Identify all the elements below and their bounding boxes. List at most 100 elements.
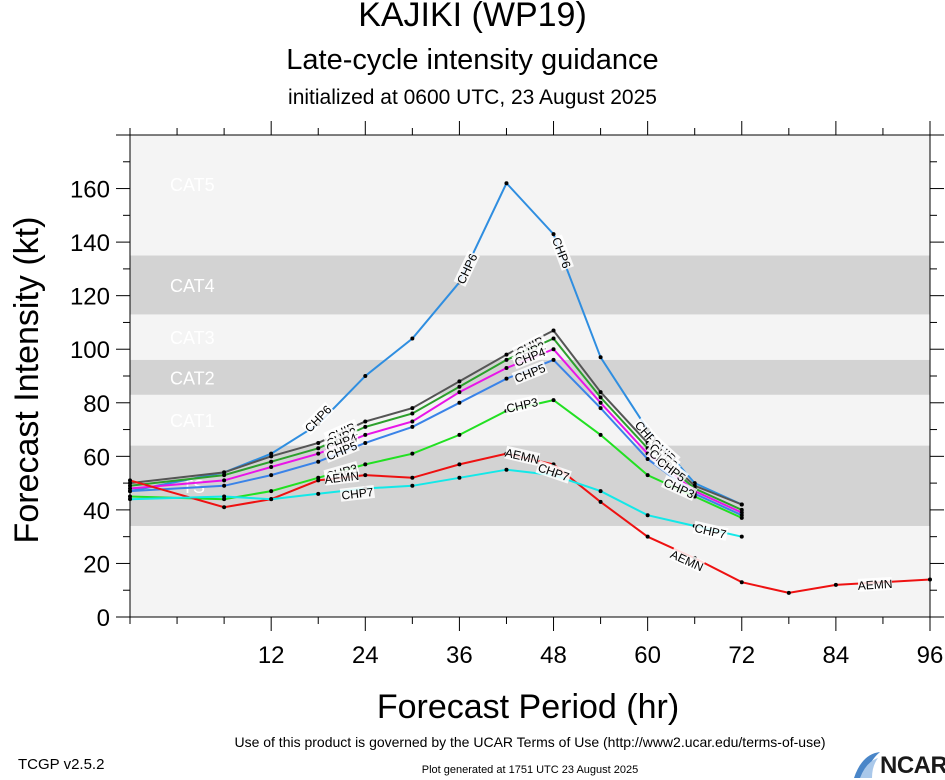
series-label-text-aemn: AEMN <box>324 469 360 487</box>
data-point-chp5 <box>316 459 321 464</box>
data-point-chp2 <box>410 411 415 416</box>
series-label-chp7: CHP7 <box>339 484 376 503</box>
data-point-chip <box>269 454 274 459</box>
data-point-chp6 <box>504 181 509 186</box>
y-tick-label: 160 <box>70 177 110 204</box>
data-point-chp7 <box>410 483 415 488</box>
data-point-chp3 <box>645 473 650 478</box>
y-tick-label: 20 <box>83 551 110 578</box>
data-point-chp5 <box>222 483 227 488</box>
data-point-chp7 <box>598 489 603 494</box>
data-point-chp3 <box>457 432 462 437</box>
version-label: TCGP v2.5.2 <box>18 756 105 773</box>
x-tick-label: 84 <box>823 642 850 669</box>
data-point-chp5 <box>645 457 650 462</box>
category-label-cat3: CAT3 <box>170 328 215 348</box>
data-point-chp2 <box>598 395 603 400</box>
y-tick-label: 140 <box>70 230 110 257</box>
data-point-chp3 <box>363 462 368 467</box>
data-point-chp6 <box>363 374 368 378</box>
y-axis-label: Forecast Intensity (kt) <box>8 217 46 544</box>
ncar-logo-mark-icon <box>854 752 880 778</box>
data-point-chp7 <box>739 534 744 539</box>
data-point-chp2 <box>222 473 227 478</box>
series-label-aemn: AEMN <box>324 469 360 487</box>
series-label-chp7: CHP7 <box>692 520 729 542</box>
data-point-aemn <box>739 580 744 585</box>
data-point-chp4 <box>410 419 415 424</box>
data-point-chp3 <box>739 515 744 520</box>
generated-timestamp: Plot generated at 1751 UTC 23 August 202… <box>421 764 639 776</box>
y-tick-label: 60 <box>83 444 110 471</box>
data-point-chp7 <box>645 513 650 518</box>
category-bands <box>130 135 930 617</box>
chart-subtitle: Late-cycle intensity guidance <box>286 44 659 76</box>
data-point-chp4 <box>598 400 603 405</box>
data-point-chp3 <box>551 398 556 403</box>
data-point-chp4 <box>363 432 368 437</box>
data-point-chp5 <box>551 357 556 362</box>
category-band-cat4 <box>130 255 930 315</box>
data-point-chp2 <box>504 357 509 362</box>
category-label-cat2: CAT2 <box>170 368 215 388</box>
data-point-chp2 <box>363 424 368 429</box>
terms-of-use: Use of this product is governed by the U… <box>234 734 826 750</box>
ncar-logo: NCAR <box>852 748 945 780</box>
category-label-cat4: CAT4 <box>170 276 215 296</box>
y-tick-label: 0 <box>97 605 110 632</box>
data-point-aemn <box>645 534 650 539</box>
series-layer: CHP6CHP6CHP6CHP6CHIPCHIPCHIPCHP2CHP2CHP2… <box>128 181 932 595</box>
data-point-aemn <box>222 505 227 510</box>
x-tick-label: 96 <box>917 642 944 669</box>
data-point-chp3 <box>598 432 603 437</box>
data-point-chp5 <box>269 473 274 478</box>
data-point-chip <box>551 328 556 333</box>
data-point-chip <box>739 502 744 507</box>
series-label-text-chp3: CHP3 <box>505 395 540 416</box>
ncar-logo-text: NCAR <box>880 752 945 779</box>
y-tick-label: 120 <box>70 284 110 311</box>
data-point-chp6 <box>410 336 415 341</box>
data-point-aemn <box>316 478 321 483</box>
y-tick-label: 80 <box>83 391 110 418</box>
x-tick-label: 48 <box>540 642 567 669</box>
data-point-chip <box>316 440 321 445</box>
series-label-text-aemn: AEMN <box>857 577 892 593</box>
category-label-cat1: CAT1 <box>170 411 215 431</box>
data-point-chp5 <box>504 376 509 381</box>
series-label-text-chp7: CHP7 <box>693 521 728 542</box>
data-point-chp7 <box>504 467 509 472</box>
axes: 12 24 36 48 60 72 84 96 0 20 40 60 80 100 120 140 160 For… <box>8 121 944 726</box>
data-point-chp7 <box>316 491 321 496</box>
data-point-chp6 <box>551 232 556 237</box>
data-point-chp5 <box>457 400 462 405</box>
data-point-chp2 <box>551 336 556 341</box>
category-label-cat5: CAT5 <box>170 175 215 195</box>
data-point-chp5 <box>363 440 368 445</box>
x-tick-label: 60 <box>634 642 661 669</box>
data-point-chp3 <box>410 451 415 456</box>
data-point-chp7 <box>269 497 274 502</box>
series-label-chp3: CHP3 <box>504 394 541 416</box>
data-point-aemn <box>457 462 462 467</box>
data-point-chip <box>410 406 415 411</box>
data-point-chp2 <box>269 459 274 464</box>
data-point-chp3 <box>269 489 274 494</box>
data-point-chp5 <box>598 406 603 411</box>
series-label-aemn: AEMN <box>857 577 892 593</box>
x-tick-label: 36 <box>446 642 473 669</box>
x-tick-label: 24 <box>352 642 379 669</box>
data-point-aemn <box>833 582 838 587</box>
data-point-chp4 <box>222 478 227 483</box>
data-point-chp2 <box>457 384 462 389</box>
data-point-chp4 <box>269 465 274 470</box>
data-point-aemn <box>786 590 791 595</box>
data-point-chp7 <box>457 475 462 480</box>
data-point-chp4 <box>457 390 462 395</box>
x-tick-label: 12 <box>258 642 285 669</box>
initialization-time: initialized at 0600 UTC, 23 August 2025 <box>288 86 657 109</box>
y-tick-label: 40 <box>83 498 110 525</box>
series-label-text-chp7: CHP7 <box>341 485 375 503</box>
